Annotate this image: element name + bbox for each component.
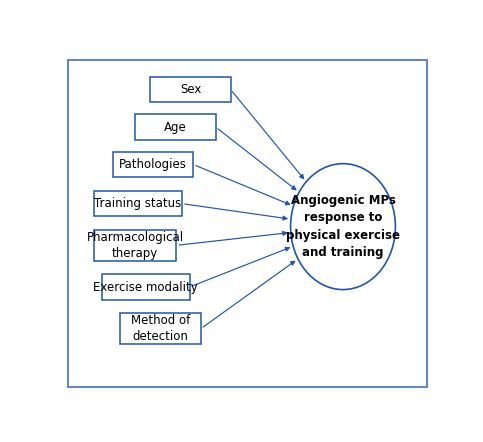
FancyBboxPatch shape xyxy=(113,152,193,177)
Text: Age: Age xyxy=(164,121,187,133)
Text: Training status: Training status xyxy=(94,197,182,210)
FancyBboxPatch shape xyxy=(94,191,182,217)
FancyBboxPatch shape xyxy=(101,274,189,300)
Text: Method of
detection: Method of detection xyxy=(131,314,190,343)
Text: Sex: Sex xyxy=(180,83,201,96)
FancyBboxPatch shape xyxy=(120,313,201,344)
Text: Pharmacological
therapy: Pharmacological therapy xyxy=(86,231,184,260)
Text: Angiogenic MPs
response to
physical exercise
and training: Angiogenic MPs response to physical exer… xyxy=(286,194,400,259)
Text: Exercise modality: Exercise modality xyxy=(93,281,198,293)
FancyBboxPatch shape xyxy=(94,230,176,261)
Ellipse shape xyxy=(291,164,396,290)
FancyBboxPatch shape xyxy=(150,77,231,103)
FancyBboxPatch shape xyxy=(135,114,216,140)
Text: Pathologies: Pathologies xyxy=(119,158,187,171)
